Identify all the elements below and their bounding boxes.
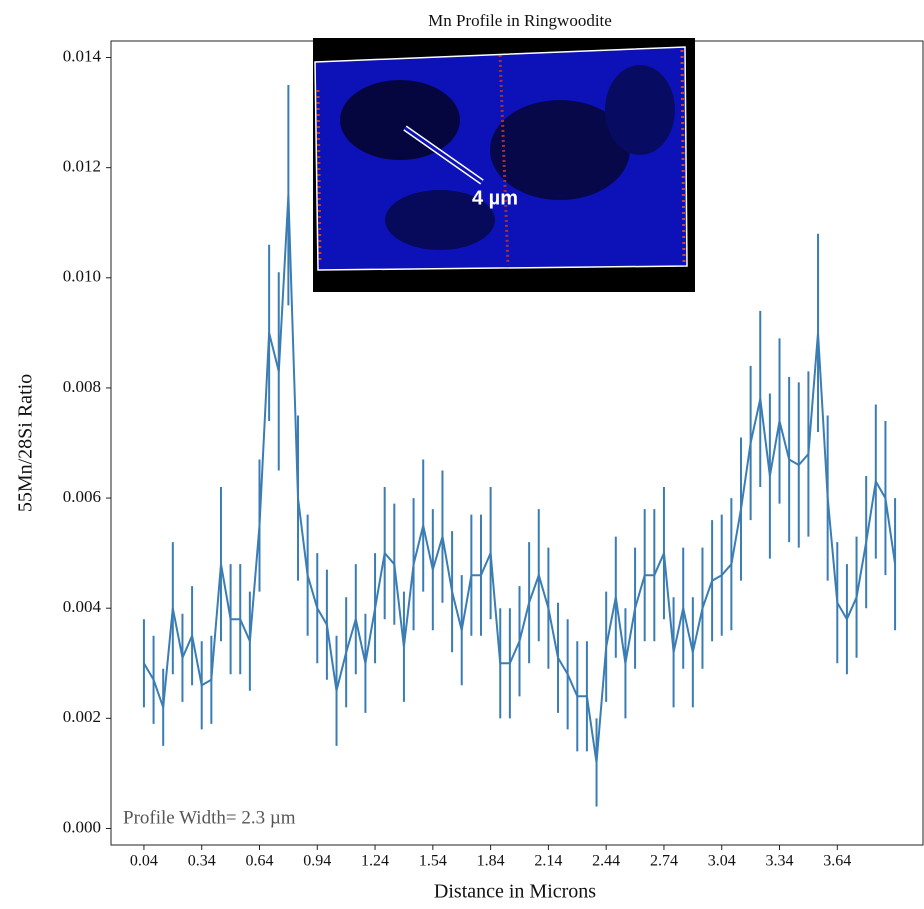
inset-image: 4 µm <box>313 38 695 292</box>
x-tick-label: 1.54 <box>419 853 447 870</box>
x-tick-label: 2.74 <box>650 853 678 870</box>
y-tick-label: 0.014 <box>63 46 102 65</box>
plot-area <box>142 85 897 807</box>
scale-label: 4 µm <box>472 187 518 209</box>
x-tick-label: 1.24 <box>361 853 389 870</box>
data-line <box>143 195 897 763</box>
y-tick-label: 0.012 <box>63 157 101 176</box>
y-tick-label: 0.008 <box>63 377 101 396</box>
y-tick-label: 0.002 <box>63 707 101 726</box>
x-tick-label: 0.64 <box>245 853 273 870</box>
y-tick-label: 0.000 <box>63 817 101 836</box>
y-axis-label: 55Mn/28Si Ratio <box>15 374 37 512</box>
x-tick-label: 0.04 <box>130 853 158 870</box>
x-tick-label: 3.34 <box>766 853 794 870</box>
y-tick-label: 0.006 <box>63 487 101 506</box>
x-tick-label: 3.04 <box>708 853 736 870</box>
x-axis-label: Distance in Microns <box>434 881 596 903</box>
x-tick-label: 0.94 <box>303 853 331 870</box>
chart-title: Mn Profile in Ringwoodite <box>428 11 612 30</box>
x-tick-label: 1.84 <box>477 853 505 870</box>
annotation: Profile Width= 2.3 µm <box>123 807 296 828</box>
x-tick-label: 2.44 <box>592 853 620 870</box>
x-tick-label: 2.14 <box>534 853 562 870</box>
x-tick-label: 3.64 <box>823 853 851 870</box>
y-tick-label: 0.010 <box>63 267 101 286</box>
y-tick-label: 0.004 <box>63 597 102 616</box>
x-tick-label: 0.34 <box>188 853 216 870</box>
